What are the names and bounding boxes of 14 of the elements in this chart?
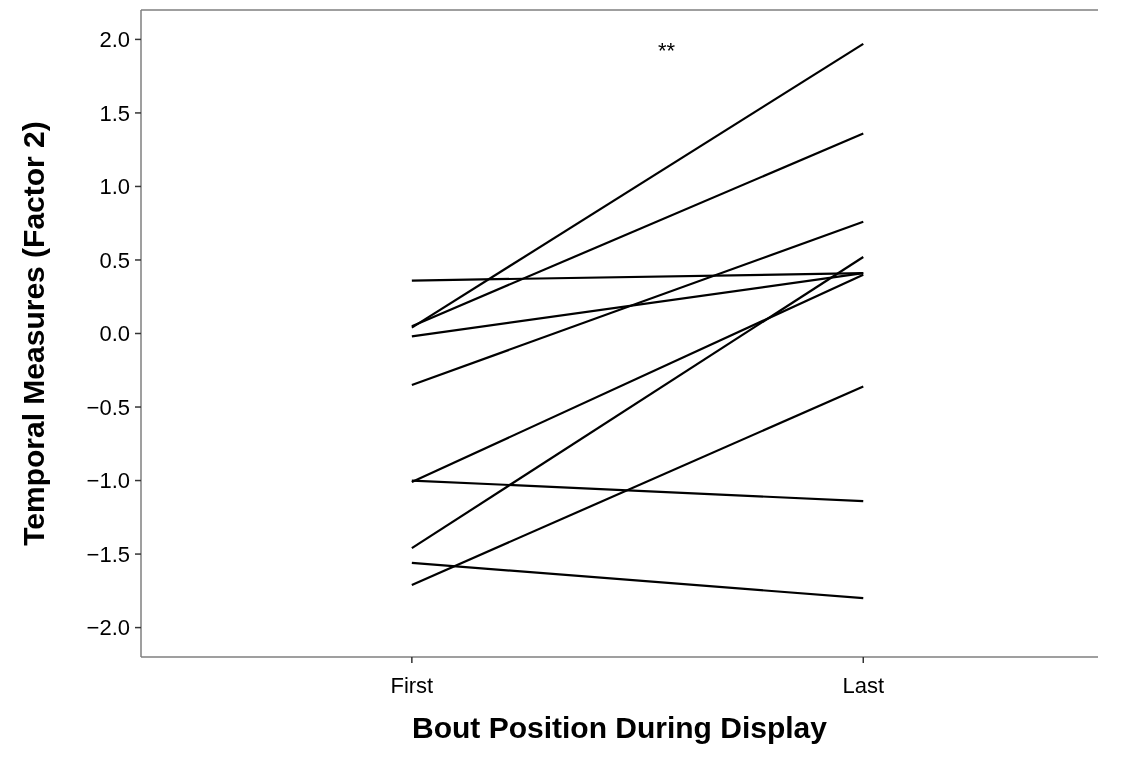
y-tick-label: −1.5 [86,541,130,567]
x-axis-title: Bout Position During Display [411,711,828,744]
x-tick-label: First [390,673,434,698]
y-tick-label: −1.0 [86,468,130,494]
y-tick-label: 0.5 [99,247,130,273]
x-tick-label: Last [842,673,885,698]
y-tick-label: −2.0 [86,615,130,641]
annotation: ** [657,38,676,63]
y-tick-label: 2.0 [99,27,130,53]
y-tick-label: 1.0 [99,174,130,200]
y-tick-label: −0.5 [86,394,130,420]
y-tick-label: 0.0 [99,321,130,347]
y-axis-title: Temporal Measures (Factor 2) [17,121,50,546]
y-tick-label: 1.5 [99,100,130,126]
